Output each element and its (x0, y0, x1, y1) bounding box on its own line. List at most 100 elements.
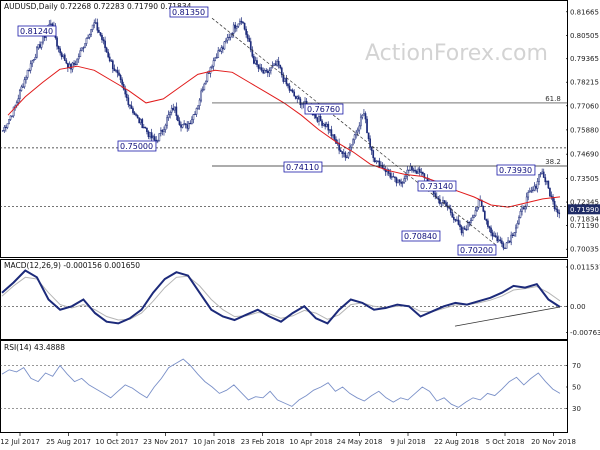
candle (170, 107, 173, 113)
current-price-label: 0.71834 (570, 215, 599, 223)
candle (12, 106, 15, 117)
candle (456, 219, 458, 221)
candle (39, 44, 41, 48)
candle (11, 115, 13, 117)
candle (206, 72, 209, 82)
candle (549, 187, 551, 197)
x-tick-label: 22 Aug 2018 (434, 438, 479, 446)
candle (144, 126, 147, 129)
candle (215, 57, 218, 59)
annotation-label: 0.75000 (120, 142, 153, 151)
candle (507, 240, 509, 244)
candle (195, 108, 198, 115)
candle (465, 229, 468, 231)
candle (545, 180, 548, 183)
candle (130, 105, 133, 109)
candle (525, 196, 528, 207)
candle (508, 240, 511, 243)
candle (60, 52, 63, 57)
candle (5, 126, 7, 129)
candle (377, 160, 379, 162)
candle (37, 44, 40, 49)
candle (243, 22, 246, 30)
annotation-box (117, 140, 157, 152)
candle (186, 124, 189, 129)
y-tick-label: 0.79365 (570, 55, 599, 63)
candle (17, 98, 20, 103)
watermark: ActionForex.com (365, 41, 548, 66)
candle (288, 85, 291, 91)
candle (342, 152, 345, 154)
candle (527, 192, 530, 198)
candle (177, 115, 179, 122)
y-tick-label: 0.73505 (570, 175, 599, 183)
candle (124, 89, 127, 95)
candle (274, 63, 277, 66)
candle (487, 220, 489, 227)
y-tick-label: 0.77060 (570, 102, 599, 110)
x-tick-label: 10 Jan 2018 (193, 438, 235, 446)
candle (214, 57, 216, 61)
candle (301, 103, 303, 106)
candle (373, 157, 376, 163)
candle (483, 211, 486, 220)
candle (73, 62, 75, 65)
candle (448, 207, 451, 209)
candle (149, 132, 151, 138)
candle (67, 62, 69, 68)
candle (502, 243, 505, 249)
x-tick-label: 25 Aug 2017 (46, 438, 91, 446)
candle (364, 113, 367, 120)
candle (437, 197, 440, 200)
candle (51, 23, 54, 27)
candle (232, 24, 235, 34)
candle (443, 200, 446, 203)
macd-series (0, 269, 568, 327)
y-tick-label: 0.74690 (570, 151, 599, 159)
candle (87, 37, 89, 39)
candle (172, 107, 175, 111)
candle (104, 40, 106, 49)
candle (381, 164, 384, 169)
candle (463, 227, 466, 230)
candle (511, 234, 514, 236)
candle (158, 133, 161, 142)
candle (237, 23, 240, 27)
candle (454, 219, 457, 221)
candle (544, 177, 547, 183)
candle (56, 37, 58, 47)
candle (156, 140, 159, 142)
candle (505, 242, 508, 249)
candle (183, 123, 185, 125)
candle (265, 70, 268, 72)
annotation-label: 0.76760 (307, 105, 340, 114)
candle (516, 223, 519, 229)
candle (370, 146, 373, 151)
macd-signal-line (1, 275, 561, 321)
candle (93, 22, 96, 26)
candle (524, 206, 526, 210)
candle (359, 116, 362, 127)
candle (522, 207, 525, 210)
candle (541, 171, 544, 174)
candle (521, 207, 523, 212)
candle (367, 132, 370, 140)
annotation-label: 0.73140 (420, 182, 453, 191)
candle (417, 168, 420, 174)
candle (187, 122, 190, 129)
candle (347, 152, 350, 158)
candle (555, 208, 557, 210)
candle (280, 67, 283, 76)
candle (239, 20, 241, 25)
candle (470, 220, 472, 224)
candle (514, 227, 517, 233)
candle (462, 227, 464, 234)
candle (234, 24, 237, 29)
candle (107, 51, 110, 58)
candle (528, 190, 531, 193)
candle (535, 185, 537, 189)
candle (409, 166, 412, 171)
candle (225, 39, 227, 42)
candle (49, 23, 52, 25)
